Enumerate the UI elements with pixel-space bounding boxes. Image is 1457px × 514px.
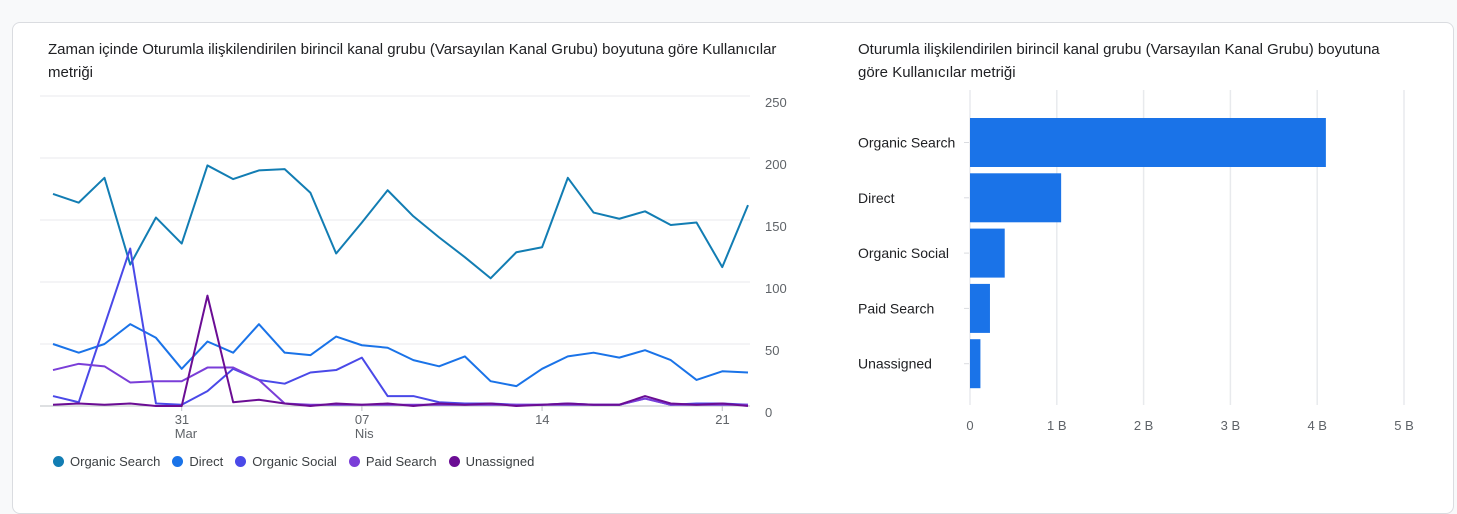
category-label: Organic Social <box>858 245 949 261</box>
bar-direct <box>970 173 1062 223</box>
x-tick-label: 1 B <box>1047 418 1067 433</box>
x-tick-label: 3 B <box>1221 418 1241 433</box>
y-tick-label: 100 <box>765 281 787 296</box>
x-tick-sublabel: Mar <box>175 426 198 441</box>
series-line-direct <box>52 323 749 388</box>
legend-label: Paid Search <box>365 454 437 469</box>
category-label: Organic Search <box>858 135 955 151</box>
series-line-unassigned <box>52 294 749 407</box>
bar-chart: 0 1 B 2 B 3 B 4 B 5 B Organic Search Direct Orga… <box>858 90 1414 433</box>
category-label: Paid Search <box>858 300 934 316</box>
x-tick-label: 21 <box>715 412 729 427</box>
legend-item[interactable]: Unassigned <box>448 454 535 469</box>
legend-item[interactable]: Organic Social <box>235 454 337 469</box>
legend-dot-icon <box>172 456 184 467</box>
legend-label: Organic Social <box>252 454 337 469</box>
bar-chart-title: Oturumla ilişkilendirilen birincil kanal… <box>858 41 1380 81</box>
legend-label: Direct <box>189 454 224 469</box>
category-label: Direct <box>858 190 895 206</box>
x-tick-label: 2 B <box>1134 418 1154 433</box>
y-tick-label: 250 <box>765 95 787 110</box>
x-tick-label: 4 B <box>1307 418 1327 433</box>
legend-label: Unassigned <box>465 454 535 469</box>
bar-unassigned <box>970 339 981 389</box>
legend-dot-icon <box>348 456 360 467</box>
report-card <box>12 22 1454 514</box>
legend-label: Organic Search <box>70 454 161 469</box>
x-tick-sublabel: Nis <box>355 426 374 441</box>
x-tick-label: 31 <box>175 412 189 427</box>
bar-organic-social <box>970 228 1005 278</box>
legend-dot-icon <box>235 456 247 467</box>
legend-item[interactable]: Organic Search <box>53 454 160 469</box>
legend-item[interactable]: Direct <box>172 454 223 469</box>
legend-item[interactable]: Paid Search <box>348 454 437 469</box>
bar-paid-search <box>970 283 990 333</box>
legend-dot-icon <box>53 456 64 467</box>
y-tick-label: 50 <box>765 343 779 358</box>
bar-organic-search <box>970 118 1326 167</box>
line-chart-legend: Organic Search Direct Organic Social Paid S… <box>53 454 534 469</box>
legend-dot-icon <box>448 456 460 467</box>
category-label: Unassigned <box>858 356 932 372</box>
x-tick-label: 0 <box>966 418 973 433</box>
x-tick-label: 5 B <box>1394 418 1414 433</box>
y-tick-label: 150 <box>765 219 787 234</box>
line-chart-title: Zaman içinde Oturumla ilişkilendirilen b… <box>48 41 777 81</box>
series-line-organic-search <box>52 164 749 280</box>
y-tick-label: 0 <box>765 405 772 420</box>
x-tick-label: 14 <box>535 412 549 427</box>
y-tick-label: 200 <box>765 157 787 172</box>
x-tick-label: 07 <box>355 412 369 427</box>
